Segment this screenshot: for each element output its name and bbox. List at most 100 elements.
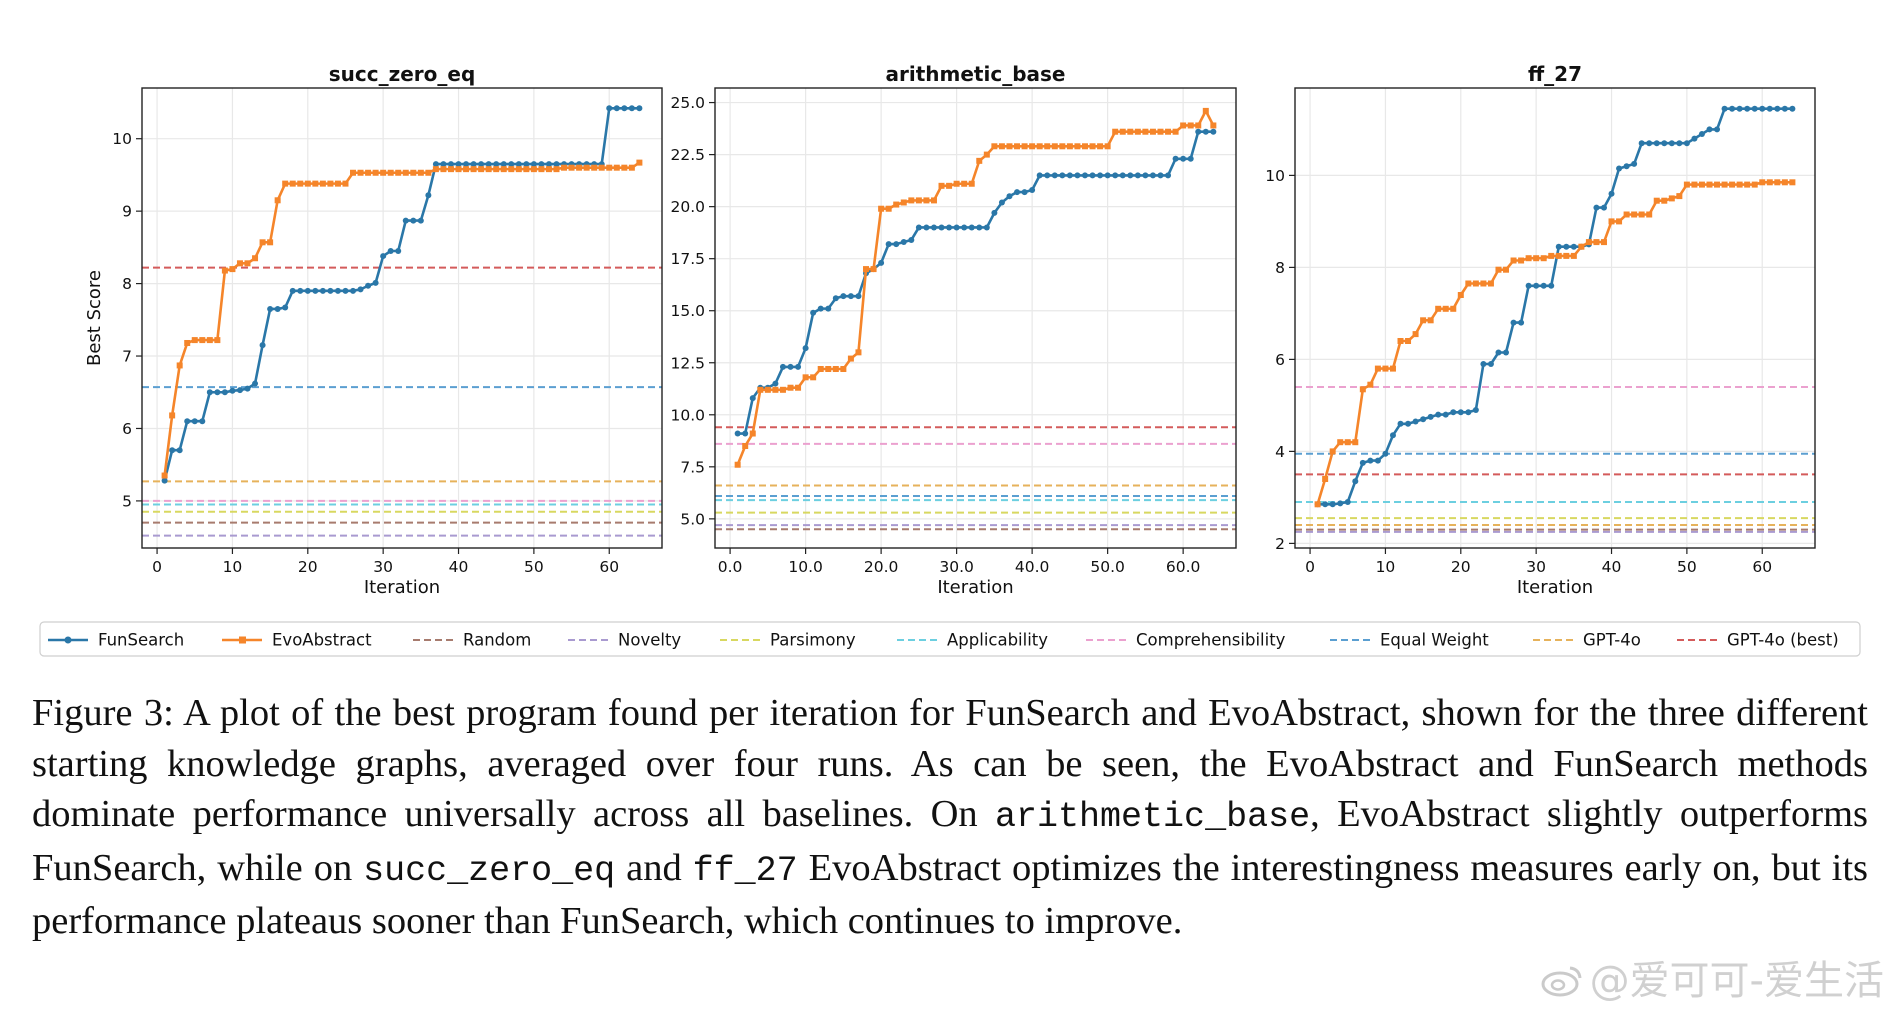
series-line-funsearch bbox=[163, 106, 640, 481]
data-point-evoabstract bbox=[1751, 181, 1758, 188]
data-point-funsearch bbox=[1480, 361, 1487, 367]
legend-item-gpt-4o-label: GPT-4o bbox=[1583, 631, 1641, 650]
chart-title: succ_zero_eq bbox=[329, 62, 476, 86]
data-point-funsearch bbox=[380, 253, 387, 260]
data-point-funsearch bbox=[221, 389, 228, 396]
data-point-evoabstract bbox=[463, 166, 470, 173]
data-point-evoabstract bbox=[1029, 143, 1036, 150]
data-point-evoabstract bbox=[1706, 181, 1713, 188]
data-point-funsearch bbox=[1412, 418, 1419, 425]
data-point-evoabstract bbox=[1646, 211, 1653, 218]
data-point-evoabstract bbox=[1578, 243, 1585, 250]
data-point-evoabstract bbox=[447, 166, 454, 173]
data-point-funsearch bbox=[297, 287, 304, 294]
data-point-funsearch bbox=[1389, 432, 1396, 439]
y-tick-label: 2 bbox=[1275, 535, 1285, 553]
data-point-evoabstract bbox=[1172, 128, 1179, 135]
data-point-funsearch bbox=[387, 247, 394, 254]
data-point-evoabstract bbox=[1044, 143, 1051, 150]
x-tick-label: 20.0 bbox=[864, 558, 899, 576]
data-point-funsearch bbox=[334, 287, 341, 294]
data-point-funsearch bbox=[938, 224, 945, 231]
data-point-funsearch bbox=[515, 161, 522, 168]
data-point-funsearch bbox=[1683, 140, 1690, 147]
weibo-logo-icon bbox=[1541, 966, 1582, 997]
data-point-funsearch bbox=[885, 241, 892, 248]
x-axis-label: Iteration bbox=[937, 577, 1013, 598]
data-point-funsearch bbox=[470, 161, 477, 168]
x-tick-label: 20 bbox=[1451, 558, 1471, 576]
data-point-funsearch bbox=[1503, 349, 1510, 356]
data-point-evoabstract bbox=[1729, 181, 1736, 188]
data-point-evoabstract bbox=[1698, 181, 1705, 188]
data-point-evoabstract bbox=[810, 374, 817, 381]
data-point-evoabstract bbox=[1412, 331, 1419, 338]
data-point-funsearch bbox=[817, 305, 824, 312]
data-point-funsearch bbox=[1691, 135, 1698, 142]
data-point-funsearch bbox=[1631, 160, 1638, 167]
data-point-funsearch bbox=[1525, 282, 1532, 289]
x-tick-label: 60 bbox=[599, 558, 619, 576]
data-point-evoabstract bbox=[478, 166, 485, 173]
data-point-funsearch bbox=[176, 447, 183, 454]
data-point-funsearch bbox=[1661, 140, 1668, 147]
x-tick-label: 50 bbox=[524, 558, 544, 576]
data-point-evoabstract bbox=[1721, 181, 1728, 188]
data-point-funsearch bbox=[1510, 319, 1517, 326]
data-point-evoabstract bbox=[1210, 122, 1217, 129]
data-point-evoabstract bbox=[779, 386, 786, 393]
data-point-evoabstract bbox=[1149, 128, 1156, 135]
data-point-evoabstract bbox=[938, 182, 945, 189]
y-axis-label: Best Score bbox=[84, 270, 105, 366]
y-tick-label: 6 bbox=[1275, 351, 1285, 369]
x-tick-label: 60.0 bbox=[1166, 558, 1201, 576]
data-point-evoabstract bbox=[1608, 218, 1615, 225]
data-point-funsearch bbox=[259, 342, 266, 349]
data-point-evoabstract bbox=[1329, 448, 1336, 455]
data-point-funsearch bbox=[991, 209, 998, 216]
data-point-evoabstract bbox=[1472, 280, 1479, 287]
data-point-evoabstract bbox=[1389, 365, 1396, 372]
data-point-evoabstract bbox=[1382, 365, 1389, 372]
data-point-evoabstract bbox=[1127, 128, 1134, 135]
data-point-evoabstract bbox=[1623, 211, 1630, 218]
y-tick-label: 5 bbox=[122, 492, 132, 510]
data-point-funsearch bbox=[1202, 128, 1209, 135]
data-point-funsearch bbox=[1676, 140, 1683, 147]
data-point-evoabstract bbox=[583, 164, 590, 171]
data-point-evoabstract bbox=[621, 164, 628, 171]
data-point-evoabstract bbox=[214, 337, 221, 344]
caption-code-arithmetic-base: arithmetic_base bbox=[995, 797, 1311, 837]
data-point-evoabstract bbox=[1081, 143, 1088, 150]
data-point-funsearch bbox=[1698, 131, 1705, 137]
data-point-funsearch bbox=[832, 295, 839, 302]
data-point-funsearch bbox=[206, 389, 213, 396]
data-point-funsearch bbox=[410, 217, 417, 224]
data-point-evoabstract bbox=[274, 197, 281, 204]
watermark: @爱可可-爱生活 bbox=[1540, 948, 1884, 1006]
legend-item-novelty-label: Novelty bbox=[618, 631, 681, 650]
data-point-evoabstract bbox=[1442, 305, 1449, 312]
data-point-funsearch bbox=[998, 199, 1005, 206]
data-point-evoabstract bbox=[387, 169, 394, 176]
data-point-evoabstract bbox=[613, 164, 620, 171]
y-tick-label: 25.0 bbox=[670, 94, 705, 112]
x-tick-label: 30 bbox=[373, 558, 393, 576]
series-line-funsearch bbox=[737, 130, 1214, 435]
data-point-funsearch bbox=[523, 161, 530, 168]
data-point-funsearch bbox=[968, 224, 975, 231]
data-point-funsearch bbox=[1036, 172, 1043, 179]
data-point-evoabstract bbox=[1593, 239, 1600, 246]
data-point-funsearch bbox=[1646, 140, 1653, 147]
data-point-evoabstract bbox=[953, 180, 960, 187]
y-tick-label: 15.0 bbox=[670, 302, 705, 320]
data-point-funsearch bbox=[1653, 140, 1660, 147]
data-point-funsearch bbox=[319, 287, 326, 294]
legend-item-equal-weight-label: Equal Weight bbox=[1380, 631, 1489, 650]
data-point-funsearch bbox=[455, 161, 462, 168]
data-point-funsearch bbox=[1322, 501, 1329, 508]
data-point-evoabstract bbox=[1691, 181, 1698, 188]
caption-code-succ-zero-eq: succ_zero_eq bbox=[363, 850, 616, 891]
data-point-evoabstract bbox=[297, 180, 304, 187]
data-point-evoabstract bbox=[1367, 381, 1374, 388]
